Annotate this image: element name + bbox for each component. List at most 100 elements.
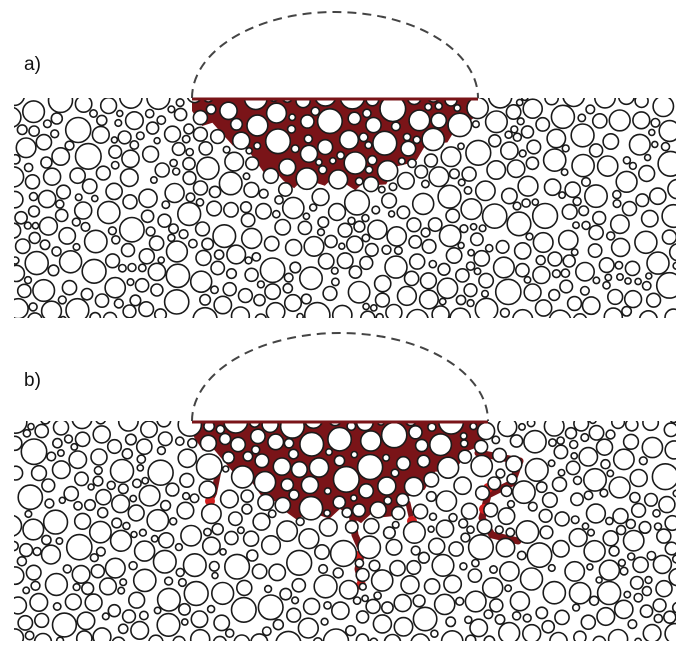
particle (624, 277, 632, 285)
particle (185, 192, 196, 203)
particle (546, 128, 567, 149)
particle (588, 595, 600, 607)
particle (339, 98, 366, 110)
particle (192, 306, 218, 318)
particle (511, 480, 536, 505)
particle (538, 508, 553, 524)
particle (437, 184, 462, 209)
particle (443, 574, 463, 594)
particle (308, 203, 318, 212)
particle (509, 434, 524, 448)
particle (74, 142, 102, 170)
particle (181, 134, 191, 144)
particle (664, 622, 676, 641)
particle (350, 450, 359, 459)
particle (562, 254, 577, 268)
particle (578, 446, 599, 467)
particle (474, 297, 499, 318)
particle (212, 224, 237, 249)
particle (63, 485, 80, 502)
particle (598, 559, 621, 581)
particle (272, 618, 285, 631)
particle (513, 241, 532, 260)
particle (96, 506, 109, 519)
particle (177, 577, 187, 588)
particle (652, 598, 667, 613)
particle (428, 259, 438, 269)
particle (355, 633, 370, 641)
particle (244, 256, 253, 265)
particle (14, 264, 26, 283)
particle (208, 560, 220, 572)
particle (453, 476, 473, 496)
particle (113, 298, 125, 309)
particle (72, 582, 81, 592)
particle (471, 120, 481, 129)
particle (227, 511, 243, 527)
particle (323, 487, 332, 496)
particle (500, 187, 518, 205)
particle (663, 610, 676, 624)
particle (655, 271, 676, 299)
particle (410, 633, 431, 641)
particle (539, 525, 554, 540)
particle (157, 532, 175, 549)
particle (132, 568, 157, 593)
particle (206, 604, 216, 614)
particle (268, 563, 287, 582)
particle (338, 129, 360, 150)
particle (328, 169, 349, 190)
droplet-outline (191, 332, 489, 422)
particle (289, 261, 302, 274)
particle (650, 117, 661, 128)
particle (572, 313, 588, 318)
particle (498, 621, 521, 641)
particle (449, 307, 472, 318)
particle (400, 140, 417, 157)
particle (421, 127, 446, 152)
particle (634, 277, 642, 286)
particle (153, 136, 161, 145)
particle (136, 454, 147, 465)
particle (617, 98, 635, 106)
particle (311, 187, 330, 207)
particle (96, 114, 108, 127)
particle (41, 534, 52, 546)
particle (58, 249, 83, 274)
particle (347, 216, 356, 226)
particle (203, 527, 213, 537)
particle (495, 537, 516, 558)
particle (244, 267, 259, 283)
particle (641, 585, 653, 597)
particle (374, 292, 391, 308)
particle (177, 448, 198, 469)
particle (522, 613, 532, 623)
particle (600, 458, 611, 470)
particle (327, 202, 347, 222)
particle (460, 502, 479, 520)
particle (480, 289, 490, 298)
particle (641, 280, 652, 291)
particle (24, 174, 41, 190)
particle (51, 246, 62, 257)
particle (87, 483, 95, 491)
particle (233, 634, 251, 641)
particle (14, 210, 28, 225)
particle (428, 512, 438, 521)
particle (497, 507, 516, 526)
particle (152, 549, 177, 574)
particle (95, 421, 106, 425)
particle (89, 311, 102, 318)
particle (549, 631, 568, 641)
particle (308, 457, 330, 478)
particle (167, 233, 176, 243)
particle (427, 217, 443, 233)
particle (104, 276, 127, 299)
particle (436, 456, 460, 479)
particle (364, 165, 374, 175)
particle (271, 209, 281, 219)
particle (459, 432, 468, 441)
particle (41, 478, 56, 493)
particle (389, 559, 406, 577)
particle (361, 594, 369, 603)
